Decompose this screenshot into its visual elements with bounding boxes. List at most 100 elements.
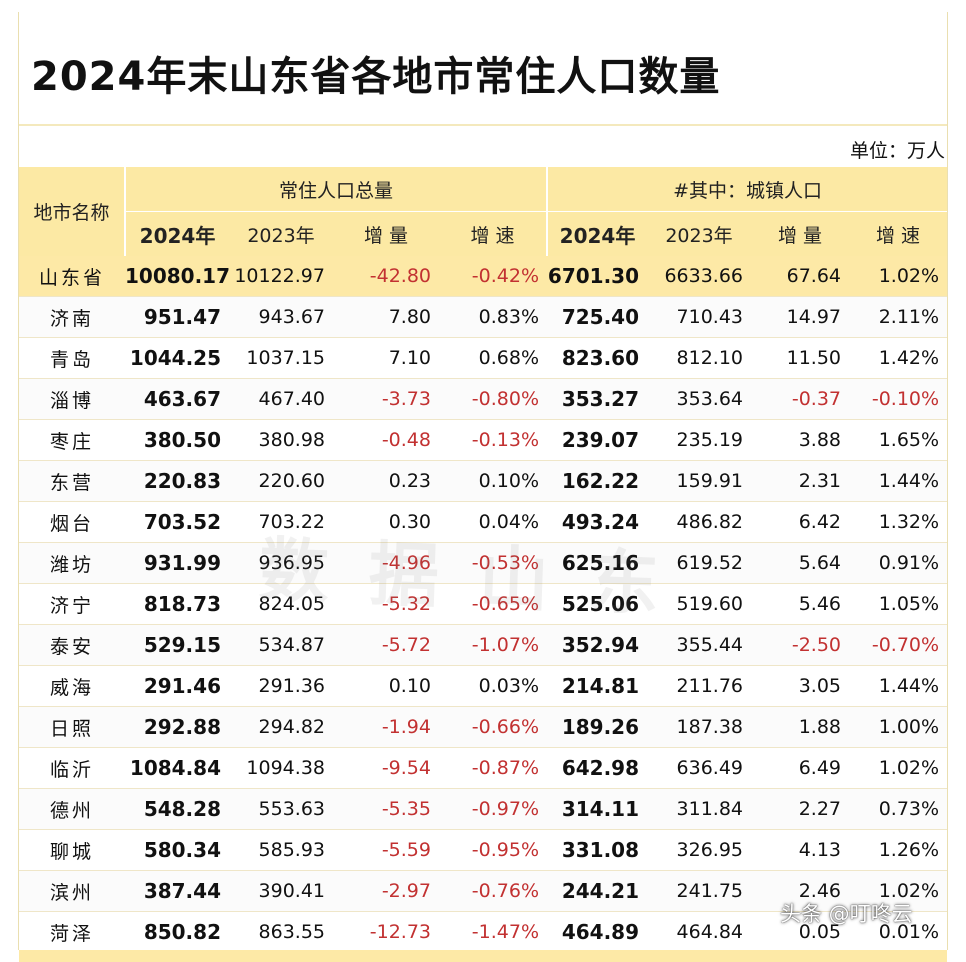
header-total-rate: 增 速 [439, 211, 549, 256]
table-row: 滨州 387.44 390.41 -2.97 -0.76% 244.21 241.75 2.4… [19, 870, 948, 912]
total-rate: -0.80% [439, 378, 548, 420]
urban-increase: 4.13 [751, 829, 850, 871]
table-row: 聊城 580.34 585.93 -5.59 -0.95% 331.08 326.95 4.1… [19, 829, 948, 871]
total-2023: 863.55 [229, 911, 333, 952]
province-total-2023: 10122.97 [229, 256, 333, 297]
urban-2024: 331.08 [547, 829, 648, 871]
urban-rate: 1.44% [849, 665, 948, 707]
urban-2024: 189.26 [547, 706, 648, 748]
total-increase: -5.35 [333, 788, 439, 830]
urban-increase: 2.46 [751, 870, 850, 912]
table-row: 潍坊 931.99 936.95 -4.96 -0.53% 625.16 619.52 5.6… [19, 542, 948, 584]
urban-2024: 493.24 [547, 501, 648, 543]
city-name: 聊城 [19, 829, 125, 871]
total-rate: -0.97% [439, 788, 548, 830]
total-increase: -5.32 [333, 583, 439, 625]
urban-2024: 239.07 [547, 419, 648, 461]
urban-2023: 235.19 [647, 419, 752, 461]
urban-increase: -0.37 [751, 378, 850, 420]
total-increase: -5.72 [333, 624, 439, 666]
total-rate: 0.10% [439, 460, 548, 502]
urban-2023: 211.76 [647, 665, 752, 707]
table-row: 日照 292.88 294.82 -1.94 -0.66% 189.26 187.38 1.8… [19, 706, 948, 748]
urban-2023: 636.49 [647, 747, 752, 789]
urban-2023: 241.75 [647, 870, 752, 912]
city-name: 日照 [19, 706, 125, 748]
header-total-2024: 2024年 [125, 211, 229, 256]
table-row: 枣庄 380.50 380.98 -0.48 -0.13% 239.07 235.19 3.8… [19, 419, 948, 461]
total-rate: 0.04% [439, 501, 548, 543]
urban-increase: 6.49 [751, 747, 850, 789]
total-rate: -0.87% [439, 747, 548, 789]
total-rate: -1.47% [439, 911, 548, 952]
urban-2024: 823.60 [547, 337, 648, 379]
urban-rate: 1.00% [849, 706, 948, 748]
total-rate: 0.68% [439, 337, 548, 379]
urban-2024: 162.22 [547, 460, 648, 502]
total-2023: 703.22 [229, 501, 333, 543]
urban-2024: 214.81 [547, 665, 648, 707]
urban-increase: 2.31 [751, 460, 850, 502]
total-2023: 585.93 [229, 829, 333, 871]
header-urban-2024: 2024年 [547, 211, 648, 256]
urban-increase: 3.88 [751, 419, 850, 461]
title-divider [19, 124, 947, 126]
watermark: 头条 @叮咚云 [780, 902, 913, 926]
urban-2023: 353.64 [647, 378, 752, 420]
province-urban-2024: 6701.30 [547, 256, 648, 297]
urban-2023: 812.10 [647, 337, 752, 379]
province-urban-increase: 67.64 [751, 256, 850, 297]
total-increase: -9.54 [333, 747, 439, 789]
table-row: 菏泽 850.82 863.55 -12.73 -1.47% 464.89 464.84 0.… [19, 911, 948, 952]
total-2023: 1094.38 [229, 747, 333, 789]
province-total-rate: -0.42% [439, 256, 548, 297]
city-name: 滨州 [19, 870, 125, 912]
total-2024: 951.47 [125, 296, 229, 338]
city-name: 威海 [19, 665, 125, 707]
total-rate: -0.66% [439, 706, 548, 748]
total-2024: 703.52 [125, 501, 229, 543]
urban-rate: 1.05% [849, 583, 948, 625]
total-rate: 0.83% [439, 296, 548, 338]
province-urban-rate: 1.02% [849, 256, 948, 297]
total-2024: 529.15 [125, 624, 229, 666]
header-urban-2023: 2023年 [647, 211, 752, 256]
urban-increase: 3.05 [751, 665, 850, 707]
urban-rate: 1.42% [849, 337, 948, 379]
city-name: 烟台 [19, 501, 125, 543]
total-rate: -0.13% [439, 419, 548, 461]
urban-rate: 1.65% [849, 419, 948, 461]
urban-2024: 353.27 [547, 378, 648, 420]
urban-2024: 464.89 [547, 911, 648, 952]
total-rate: -0.65% [439, 583, 548, 625]
city-name: 济宁 [19, 583, 125, 625]
table-row: 青岛 1044.25 1037.15 7.10 0.68% 823.60 812.10 11.… [19, 337, 948, 379]
total-2024: 1084.84 [125, 747, 229, 789]
total-increase: -3.73 [333, 378, 439, 420]
table-row: 威海 291.46 291.36 0.10 0.03% 214.81 211.76 3.05 1… [19, 665, 948, 707]
urban-2023: 710.43 [647, 296, 752, 338]
table-row: 东营 220.83 220.60 0.23 0.10% 162.22 159.91 2.31 1… [19, 460, 948, 502]
total-increase: 0.10 [333, 665, 439, 707]
total-increase: 7.10 [333, 337, 439, 379]
total-increase: -4.96 [333, 542, 439, 584]
document-frame: 2024年末山东省各地市常住人口数量 单位：万人 地市名称 常住人口总量 #其中… [18, 12, 948, 962]
total-2023: 380.98 [229, 419, 333, 461]
total-rate: -0.53% [439, 542, 548, 584]
table-row: 泰安 529.15 534.87 -5.72 -1.07% 352.94 355.44 -2.… [19, 624, 948, 666]
total-increase: 0.23 [333, 460, 439, 502]
total-increase: -2.97 [333, 870, 439, 912]
city-name: 枣庄 [19, 419, 125, 461]
total-2024: 291.46 [125, 665, 229, 707]
total-rate: -0.76% [439, 870, 548, 912]
city-name: 德州 [19, 788, 125, 830]
province-total-increase: -42.80 [333, 256, 439, 297]
urban-increase: -2.50 [751, 624, 850, 666]
urban-2023: 187.38 [647, 706, 752, 748]
urban-2023: 159.91 [647, 460, 752, 502]
urban-2023: 311.84 [647, 788, 752, 830]
total-2024: 463.67 [125, 378, 229, 420]
total-2024: 850.82 [125, 911, 229, 952]
urban-rate: 1.44% [849, 460, 948, 502]
urban-increase: 2.27 [751, 788, 850, 830]
